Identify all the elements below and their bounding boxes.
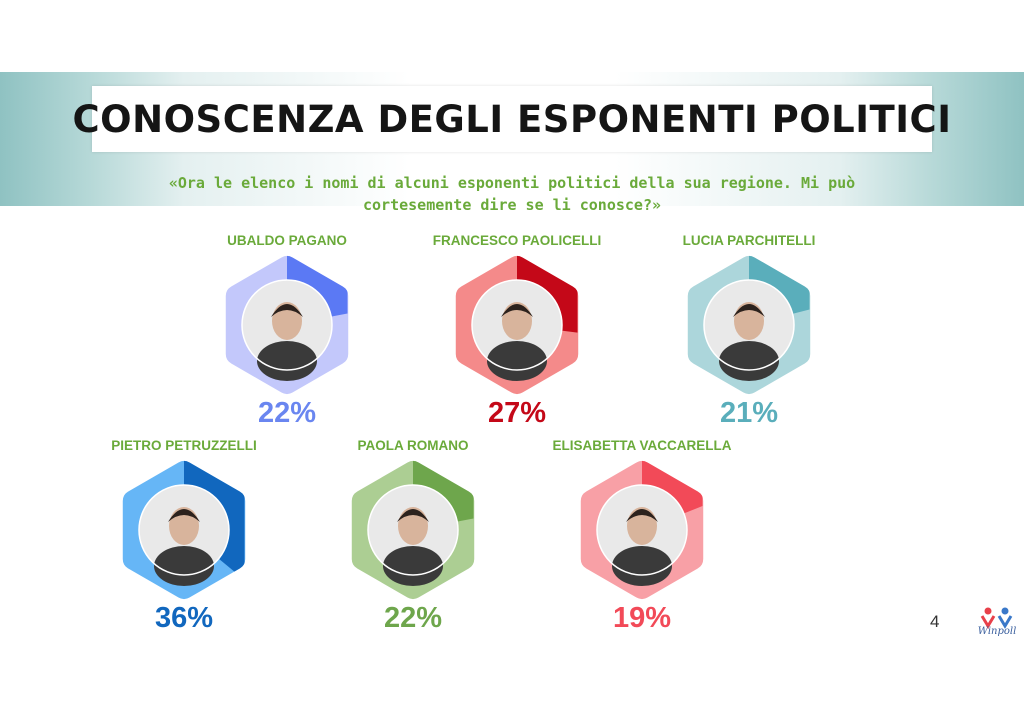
- page-number: 4: [930, 612, 940, 631]
- candidate-name: LUCIA PARCHITELLI: [683, 233, 816, 248]
- subtitle-box: «Ora le elenco i nomi di alcuni esponent…: [92, 158, 932, 220]
- donut-3: LUCIA PARCHITELLI 21%: [683, 233, 816, 429]
- candidate-name: ELISABETTA VACCARELLA: [553, 438, 732, 453]
- donut-2: FRANCESCO PAOLICELLI 27%: [433, 233, 602, 429]
- question-line-1: «Ora le elenco i nomi di alcuni esponent…: [168, 174, 856, 192]
- value-sector: [351, 461, 475, 599]
- value-sector: [687, 256, 811, 394]
- donut-4: PIETRO PETRUZZELLI 36%: [111, 438, 257, 634]
- candidate-name: PAOLA ROMANO: [358, 438, 469, 453]
- candidate-name: FRANCESCO PAOLICELLI: [433, 233, 602, 248]
- winpoll-logo: Winpoll: [978, 607, 1017, 637]
- value-label: 21%: [720, 397, 778, 429]
- page-title: CONOSCENZA DEGLI ESPONENTI POLITICI: [72, 97, 952, 141]
- value-label: 36%: [155, 602, 213, 634]
- logo-text: Winpoll: [978, 626, 1017, 637]
- candidate-name: PIETRO PETRUZZELLI: [111, 438, 257, 453]
- title-box: CONOSCENZA DEGLI ESPONENTI POLITICI: [73, 86, 951, 152]
- question-text: «Ora le elenco i nomi di alcuni esponent…: [132, 172, 892, 216]
- value-sector: [580, 461, 704, 599]
- question-line-2: cortesemente dire se li conosce?»: [362, 196, 661, 214]
- portrait-photo: [471, 279, 563, 381]
- portrait-photo: [703, 279, 795, 381]
- value-sector: [225, 256, 349, 394]
- value-label: 22%: [384, 602, 442, 634]
- value-sector: [122, 461, 246, 599]
- value-sector: [455, 256, 579, 394]
- portrait-photo: [367, 484, 459, 586]
- portrait-photo: [596, 484, 688, 586]
- candidate-name: UBALDO PAGANO: [227, 233, 347, 248]
- donut-5: PAOLA ROMANO 22%: [351, 438, 475, 634]
- donut-6: ELISABETTA VACCARELLA 19%: [553, 438, 732, 634]
- value-label: 19%: [613, 602, 671, 634]
- donut-1: UBALDO PAGANO 22%: [225, 233, 349, 429]
- portrait-photo: [241, 279, 333, 381]
- portrait-photo: [138, 484, 230, 586]
- value-label: 27%: [488, 397, 546, 429]
- value-label: 22%: [258, 397, 316, 429]
